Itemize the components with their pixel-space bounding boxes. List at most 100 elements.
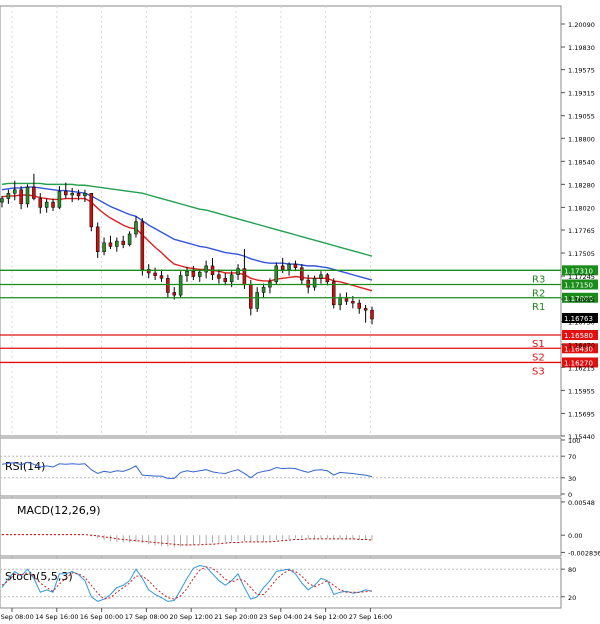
level-price-box bbox=[562, 343, 598, 354]
candle-body bbox=[229, 274, 234, 283]
candle-body bbox=[178, 275, 183, 296]
price-tick-label: 1.16985 bbox=[568, 296, 595, 304]
panel-tick-label: 100 bbox=[568, 437, 580, 445]
price-tick-label: 1.15440 bbox=[568, 433, 595, 441]
price-axis: 1.20090 1.19830 1.19575 1.19315 1.19055 1.188… bbox=[561, 21, 595, 441]
candle-body bbox=[312, 278, 317, 288]
current-price-label: 1.16763 bbox=[564, 315, 593, 323]
price-tick-label: 1.17245 bbox=[568, 273, 595, 281]
stoch-panel bbox=[0, 557, 562, 609]
price-tick-label: 1.17505 bbox=[568, 250, 595, 258]
candle-body bbox=[38, 198, 43, 208]
rsi-panel bbox=[0, 437, 562, 497]
price-tick-label: 1.18800 bbox=[568, 135, 595, 143]
candle-body bbox=[44, 201, 49, 208]
time-tick-label: 17 Sep 08:00 bbox=[125, 613, 168, 621]
candle-body bbox=[76, 192, 81, 197]
level-price-box bbox=[562, 279, 598, 290]
candle-body bbox=[57, 191, 62, 208]
panel-tick-label: 0.00 bbox=[568, 532, 582, 540]
time-tick-label: 16 Sep 00:00 bbox=[80, 613, 123, 621]
candle-body bbox=[223, 278, 228, 283]
candle-body bbox=[70, 192, 74, 196]
candle-body bbox=[108, 242, 113, 247]
rsi-line bbox=[1, 461, 373, 479]
candle-body bbox=[236, 268, 240, 275]
level-price-label: 1.16270 bbox=[564, 359, 593, 367]
time-tick-label: 20 Sep 12:00 bbox=[170, 613, 213, 621]
level-name-r2: R2 bbox=[532, 288, 545, 299]
candle-body bbox=[121, 240, 125, 245]
candle-body bbox=[217, 274, 221, 279]
level-name-s2: S2 bbox=[532, 352, 545, 363]
time-tick-label: 21 Sep 20:00 bbox=[214, 613, 257, 621]
macd-indicator: 0.00548 0.00 -0.002836 bbox=[1, 499, 600, 557]
candle-body bbox=[293, 263, 298, 268]
panel-tick-label: -0.002836 bbox=[568, 549, 600, 557]
stoch-indicator: 80 20 bbox=[0, 564, 576, 602]
stoch-k-line bbox=[1, 564, 373, 602]
level-price-label: 1.17310 bbox=[564, 267, 593, 275]
level-name-r1: R1 bbox=[532, 302, 545, 313]
price-tick-label: 1.18280 bbox=[568, 181, 595, 189]
candle-body bbox=[25, 186, 30, 205]
ma-line-1 bbox=[1, 186, 373, 281]
candle-body bbox=[172, 292, 176, 296]
price-tick-label: 1.15695 bbox=[568, 410, 595, 418]
candle-body bbox=[370, 309, 374, 320]
panel-tick-label: 30 bbox=[568, 475, 576, 483]
candle-body bbox=[198, 271, 202, 277]
panel-tick-label: 80 bbox=[568, 566, 576, 574]
candle-body bbox=[331, 281, 336, 306]
candle-body bbox=[363, 308, 368, 311]
candle-body bbox=[83, 192, 87, 197]
candle-body bbox=[280, 265, 285, 270]
candle-body bbox=[159, 275, 164, 279]
level-price-label: 1.16580 bbox=[564, 332, 593, 340]
candle-body bbox=[261, 286, 266, 293]
candle-body bbox=[95, 226, 100, 252]
time-tick-label: 14 Sep 16:00 bbox=[35, 613, 78, 621]
level-price-label: 1.17150 bbox=[564, 281, 593, 289]
candle-body bbox=[115, 240, 119, 247]
candle-body bbox=[351, 301, 355, 304]
panel-tick-label: 0 bbox=[568, 491, 572, 499]
level-price-box bbox=[562, 265, 598, 276]
level-name-r3: R3 bbox=[532, 274, 545, 285]
price-tick-label: 1.16215 bbox=[568, 364, 595, 372]
time-tick-label: 24 Sep 12:00 bbox=[304, 613, 347, 621]
candle-body bbox=[0, 198, 4, 203]
macd-title: MACD(12,26,9) bbox=[17, 504, 101, 517]
level-price-box bbox=[562, 329, 598, 340]
candle-body bbox=[325, 274, 330, 283]
level-price-label: 1.16430 bbox=[564, 345, 593, 353]
price-tick-label: 1.16470 bbox=[568, 342, 595, 350]
candles bbox=[0, 173, 374, 325]
candle-body bbox=[274, 265, 279, 283]
price-tick-label: 1.19830 bbox=[568, 44, 595, 52]
candle-body bbox=[166, 278, 170, 293]
time-tick-label: 27 Sep 16:00 bbox=[349, 613, 392, 621]
price-tick-label: 1.19055 bbox=[568, 113, 595, 121]
level-name-s3: S3 bbox=[532, 366, 545, 377]
price-tick-label: 1.20090 bbox=[568, 21, 595, 29]
price-tick-label: 1.18020 bbox=[568, 204, 595, 212]
candle-body bbox=[127, 233, 132, 245]
support-resistance-levels: 1.17310 R3 1.17150 R2 1.17000 R1 1.16580 S1 1.16… bbox=[0, 265, 598, 377]
candle-body bbox=[287, 263, 291, 270]
candle-body bbox=[134, 221, 138, 235]
candle-body bbox=[89, 192, 94, 228]
candle-body bbox=[51, 201, 55, 208]
level-price-box bbox=[562, 357, 598, 368]
level-price-box bbox=[562, 292, 598, 303]
panel-tick-label: 20 bbox=[568, 594, 576, 602]
macd-signal-line bbox=[2, 534, 373, 546]
candle-body bbox=[102, 242, 106, 252]
price-tick-label: 1.17765 bbox=[568, 227, 595, 235]
stoch-title: Stoch(5,5,3) bbox=[5, 570, 73, 583]
level-price-label: 1.17000 bbox=[564, 295, 593, 303]
candle-body bbox=[153, 272, 157, 276]
price-tick-label: 1.19315 bbox=[568, 90, 595, 98]
panel-tick-label: 0.00548 bbox=[568, 499, 595, 507]
